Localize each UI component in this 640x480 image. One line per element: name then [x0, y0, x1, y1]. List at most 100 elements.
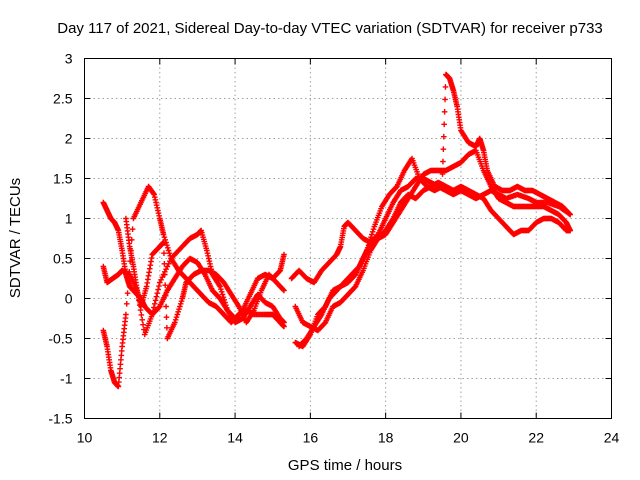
- data-point-marker: [220, 294, 227, 300]
- data-point-marker: [172, 319, 178, 326]
- x-tick-labels: 10 12 14 16 18 20 22 24: [77, 430, 620, 446]
- data-point-marker: [154, 290, 161, 296]
- y-tick-labels: -1.5 -1 -0.5 0 0.5 1 1.5 2 2.5 3: [48, 51, 72, 427]
- data-point-marker: [280, 286, 286, 293]
- data-point-marker: [440, 133, 447, 140]
- grid-lines: [84, 58, 612, 419]
- data-point-marker: [138, 312, 145, 318]
- y-tick-label: 2.5: [53, 91, 73, 107]
- axis-ticks: [84, 58, 612, 419]
- data-point-marker: [218, 286, 224, 292]
- data-point-marker: [366, 239, 373, 246]
- data-point-marker: [160, 239, 167, 246]
- data-point-marker: [162, 293, 169, 299]
- data-point-marker: [222, 299, 228, 306]
- data-point-marker: [566, 210, 573, 217]
- series-track-7: [288, 147, 573, 286]
- y-axis-label: SDTVAR / TECUs: [7, 178, 24, 298]
- data-point-marker: [125, 279, 132, 286]
- data-point-marker: [567, 227, 573, 234]
- data-point-marker: [150, 308, 156, 314]
- data-point-marker: [161, 250, 167, 256]
- y-tick-label: 0: [65, 291, 73, 307]
- data-point-marker: [441, 121, 447, 128]
- data-point-marker: [365, 242, 372, 248]
- data-point-marker: [161, 234, 168, 240]
- data-point-marker: [166, 250, 173, 256]
- data-point-marker: [370, 226, 377, 232]
- y-tick-label: 3: [65, 51, 73, 67]
- data-point-marker: [161, 261, 168, 267]
- x-tick-label: 20: [453, 430, 469, 446]
- data-point-marker: [162, 271, 168, 278]
- data-point-marker: [162, 282, 169, 288]
- data-point-marker: [367, 237, 373, 243]
- series-track-3: [100, 227, 287, 338]
- data-point-marker: [281, 251, 287, 258]
- data-point-marker: [369, 229, 376, 235]
- y-tick-label: 1.5: [53, 171, 73, 187]
- data-point-marker: [177, 301, 184, 307]
- y-tick-label: 2: [65, 131, 73, 147]
- data-point-marker: [165, 247, 172, 254]
- data-point-marker: [156, 279, 163, 286]
- data-point-marker: [223, 305, 230, 311]
- series-track-5: [292, 175, 573, 350]
- data-point-marker: [177, 303, 183, 310]
- data-point-marker: [364, 247, 370, 254]
- data-point-marker: [164, 242, 170, 248]
- data-point-marker: [442, 96, 448, 103]
- data-point-marker: [217, 283, 223, 290]
- data-point-marker: [139, 317, 146, 323]
- x-tick-label: 24: [604, 430, 620, 446]
- data-point-marker: [151, 304, 157, 311]
- data-point-marker: [223, 302, 229, 308]
- x-tick-label: 12: [152, 430, 168, 446]
- y-tick-label: 0.5: [53, 251, 73, 267]
- x-axis-label: GPS time / hours: [288, 457, 402, 474]
- data-point-marker: [163, 314, 170, 320]
- y-tick-label: 1: [65, 211, 73, 227]
- data-point-marker: [156, 283, 162, 289]
- y-tick-label: -0.5: [48, 331, 72, 347]
- data-point-marker: [281, 287, 287, 294]
- data-point-marker: [439, 183, 445, 190]
- x-tick-label: 18: [378, 430, 394, 446]
- data-point-marker: [129, 226, 136, 232]
- data-point-marker: [442, 84, 449, 90]
- data-point-marker: [175, 309, 181, 315]
- data-point-marker: [174, 311, 181, 318]
- y-tick-label: -1: [60, 371, 73, 387]
- data-point-marker: [441, 109, 448, 115]
- data-point-marker: [123, 311, 129, 318]
- data-point-marker: [221, 297, 227, 303]
- data-point-marker: [440, 158, 446, 165]
- data-point-marker: [163, 303, 169, 310]
- x-tick-label: 10: [77, 430, 93, 446]
- chart-title: Day 117 of 2021, Sidereal Day-to-day VTE…: [57, 20, 603, 37]
- data-point-marker: [172, 317, 179, 323]
- data-point-marker: [153, 293, 160, 300]
- data-point-marker: [123, 301, 130, 307]
- data-point-marker: [140, 321, 146, 328]
- data-point-marker: [439, 171, 446, 177]
- plot-frame: [84, 58, 612, 419]
- data-point-marker: [369, 231, 375, 238]
- y-tick-label: -1.5: [48, 411, 72, 427]
- data-point-marker: [164, 325, 170, 331]
- data-point-marker: [364, 245, 371, 251]
- x-tick-label: 14: [227, 430, 243, 446]
- data-point-marker: [176, 306, 182, 312]
- data-point-marker: [164, 245, 171, 251]
- data-point-marker: [440, 146, 447, 152]
- data-point-marker: [124, 290, 131, 296]
- data-point-marker: [158, 277, 164, 283]
- data-point-marker: [218, 289, 225, 295]
- data-point-marker: [178, 298, 185, 304]
- data-point-marker: [155, 286, 161, 293]
- data-points: [100, 71, 573, 390]
- data-point-marker: [173, 314, 180, 320]
- series-track-8: [296, 71, 573, 350]
- data-point-marker: [152, 297, 159, 304]
